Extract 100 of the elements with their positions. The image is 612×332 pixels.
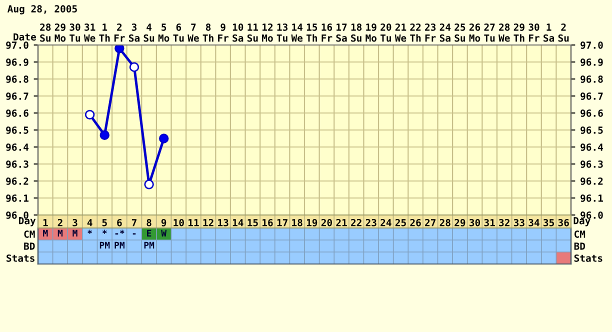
text: M: [43, 230, 48, 236]
x-tick-label: 15: [248, 219, 258, 226]
x-tick-label: 24 Sa: [440, 23, 451, 42]
x-tick-label: 21: [336, 218, 347, 226]
y2-tick-label: 96.8: [580, 75, 603, 83]
x-tick-label: 16 Fr: [322, 23, 332, 42]
y2-tick-label: Stats: [574, 254, 602, 262]
x-tick-label: 4: [87, 219, 92, 226]
x-tick-label: 10: [174, 218, 184, 226]
x-tick-label: 13 Tu: [276, 23, 288, 42]
y2-tick-label: BD: [574, 242, 586, 250]
x-tick-label: 33: [514, 218, 524, 226]
y-tick-label: CM: [24, 230, 35, 238]
text: W: [161, 230, 167, 236]
x-tick-label: 17 Sa: [336, 24, 347, 42]
x-tick-label: 16: [262, 218, 273, 226]
x-tick-label: 1 Th: [99, 24, 110, 42]
y2-tick-label: 96.9: [580, 58, 603, 66]
x-tick-label: 27: [425, 218, 436, 226]
x-tick-label: 11 Su: [247, 24, 258, 42]
x-tick-label: 29 Th: [514, 23, 524, 42]
text: M: [72, 230, 78, 236]
y-tick-label: BD: [24, 242, 35, 250]
text: Day: [574, 217, 590, 226]
text: -: [132, 233, 136, 235]
x-tick-label: 28 Su: [40, 23, 51, 42]
x-tick-label: 28: [440, 218, 450, 226]
x-tick-label: 9: [161, 219, 166, 226]
x-tick-label: 28 We: [498, 23, 510, 42]
x-tick-label: 14: [232, 219, 244, 226]
x-tick-label: 9 Fr: [218, 24, 229, 42]
x-tick-label: 10 Sa: [232, 23, 244, 42]
y-tick-label: 96.9: [6, 58, 28, 66]
x-tick-label: 18 Su: [351, 23, 362, 42]
point: [129, 62, 140, 72]
point: [100, 130, 110, 140]
y-tick-label: 96.0: [6, 211, 28, 219]
y-tick-label: 96.8: [6, 75, 28, 83]
x-tick-label: 30 Tu: [70, 23, 80, 42]
x-tick-label: 8: [146, 218, 152, 226]
x-tick-label: 18: [292, 218, 302, 226]
x-tick-label: 2 Fr: [114, 23, 125, 42]
x-tick-label: 12 Mo: [262, 23, 273, 42]
x-tick-label: 23: [366, 218, 376, 226]
x-tick-label: 23 Fr: [425, 23, 436, 42]
y2-tick-label: 97.0: [580, 41, 603, 49]
x-tick-label: 6: [117, 218, 122, 226]
x-tick-label: 11: [188, 219, 199, 226]
x-tick-label: 14 We: [291, 24, 303, 42]
y2-tick-label: CM: [574, 230, 586, 238]
x-tick-label: 30: [470, 218, 480, 226]
text: PM: [144, 242, 154, 248]
x-tick-label: 1: [43, 219, 48, 226]
point: [114, 45, 124, 54]
x-tick-label: 32: [499, 218, 510, 226]
x-tick-label: 34: [528, 218, 540, 226]
x-tick-label: 8 Th: [202, 23, 214, 42]
x-tick-label: 2: [58, 218, 62, 226]
x-tick-label: 25: [395, 218, 406, 226]
x-tick-label: 3: [72, 218, 78, 226]
y2-tick-label: 96.6: [580, 109, 603, 117]
y2-tick-label: 96.2: [580, 177, 603, 185]
x-tick-label: 4 Su: [144, 24, 154, 42]
x-tick-label: 7 We: [188, 24, 199, 42]
x-tick-label: 22 Th: [410, 23, 421, 42]
y2-tick-label: 96.7: [580, 92, 603, 100]
y-tick-label: 96.5: [6, 126, 28, 134]
x-tick-label: 3 Sa: [128, 23, 140, 42]
text: *: [102, 230, 107, 234]
y2-tick-label: 96.1: [580, 194, 603, 202]
y-tick-label: 96.1: [6, 194, 29, 202]
x-tick-label: 15 Th: [306, 24, 318, 42]
x-tick-label: 20 Tu: [380, 23, 392, 42]
point: [144, 180, 154, 190]
text: E: [147, 230, 152, 236]
x-tick-label: 24: [380, 218, 392, 226]
y-tick-label: 96.2: [6, 177, 28, 185]
x-tick-label: 26 Mo: [469, 23, 480, 42]
x-tick-label: 2 Su: [558, 23, 569, 42]
x-tick-label: 35: [544, 218, 554, 226]
point: [84, 110, 95, 120]
text: -*: [115, 230, 124, 235]
x-tick-label: 27 Tu: [484, 23, 495, 42]
text: PM: [100, 242, 110, 248]
x-tick-label: 5 Mo: [158, 24, 170, 42]
y-tick-label: 96.7: [6, 92, 28, 100]
y2-tick-label: 96.0: [580, 211, 603, 219]
point: [158, 134, 169, 144]
y2-tick-label: 96.5: [580, 126, 603, 134]
x-axis-title: Date: [14, 33, 36, 41]
x-tick-label: 36: [558, 218, 569, 226]
x-tick-label: 29: [454, 218, 466, 226]
x-tick-label: 17: [277, 219, 288, 226]
x-tick-label: 25 Su: [454, 23, 466, 42]
x-tick-label: 13: [218, 218, 228, 226]
x-tick-label: 31 We: [84, 23, 96, 42]
y-tick-label: 97.0: [6, 41, 28, 49]
text: PM: [114, 242, 124, 248]
x-tick-label: 31: [484, 218, 495, 226]
x-tick-label: 7: [132, 219, 136, 226]
